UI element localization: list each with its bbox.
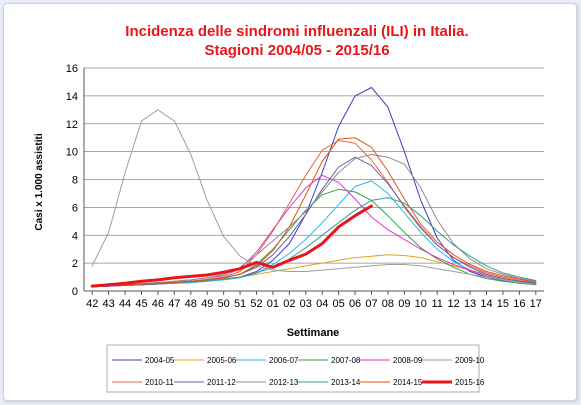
x-tick-label: 43 bbox=[103, 298, 115, 310]
y-axis-label: Casi x 1.000 assistiti bbox=[34, 133, 45, 231]
series-line-2009-10 bbox=[91, 109, 537, 285]
x-tick-label: 09 bbox=[398, 298, 410, 310]
legend-label: 2007-08 bbox=[331, 356, 361, 365]
legend: 2004-05 2005-06 2006-07 2007-08 2008-09 2009-… bbox=[106, 344, 485, 393]
x-tick-labels: 42 43 44 45 46 47 48 49 50 51 52 01 02 03 04 05 06 07 08 09… bbox=[86, 298, 542, 310]
y-tick-label: 12 bbox=[66, 119, 78, 131]
legend-label: 2015-16 bbox=[455, 378, 485, 387]
series-line-2015-16 bbox=[90, 204, 373, 288]
x-tick-label: 05 bbox=[333, 298, 345, 310]
series-lines bbox=[90, 87, 537, 288]
x-tick-label: 50 bbox=[218, 298, 230, 310]
y-tick-label: 6 bbox=[72, 202, 78, 214]
series-line-2012-13 bbox=[91, 153, 537, 287]
x-tick-label: 02 bbox=[283, 298, 295, 310]
legend-label: 2013-14 bbox=[331, 378, 361, 387]
y-tick-label: 2 bbox=[72, 258, 78, 270]
legend-label: 2008-09 bbox=[393, 356, 423, 365]
x-tick-label: 17 bbox=[530, 298, 542, 310]
x-tick-label: 08 bbox=[382, 298, 394, 310]
x-axis-label: Settimane bbox=[287, 327, 340, 339]
x-tick-label: 52 bbox=[250, 298, 262, 310]
x-tick-label: 01 bbox=[267, 298, 279, 310]
chart-title-line-2: Stagioni 2004/05 - 2015/16 bbox=[204, 42, 389, 59]
legend-label: 2012-13 bbox=[269, 378, 299, 387]
series-line-2004-05 bbox=[91, 87, 537, 288]
x-tick-label: 49 bbox=[201, 298, 213, 310]
x-tick-label: 51 bbox=[234, 298, 246, 310]
chart-title-line-1: Incidenza delle sindromi influenzali (IL… bbox=[125, 23, 468, 40]
legend-label: 2006-07 bbox=[269, 356, 299, 365]
series-line-2013-14 bbox=[91, 197, 537, 287]
series-line-2014-15 bbox=[91, 137, 537, 287]
y-tick-label: 8 bbox=[72, 175, 78, 187]
x-tick-label: 03 bbox=[300, 298, 312, 310]
x-tick-label: 06 bbox=[349, 298, 361, 310]
x-tick-label: 07 bbox=[365, 298, 377, 310]
legend-label: 2009-10 bbox=[455, 356, 485, 365]
x-tick-label: 13 bbox=[464, 298, 476, 310]
x-tick-label: 10 bbox=[415, 298, 427, 310]
x-tick-label: 12 bbox=[448, 298, 460, 310]
x-tick-label: 47 bbox=[168, 298, 180, 310]
y-tick-labels: 0 2 4 6 8 10 12 14 16 bbox=[66, 63, 78, 298]
chart-frame: Incidenza delle sindromi influenzali (IL… bbox=[3, 3, 577, 401]
x-tick-label: 11 bbox=[432, 298, 443, 310]
legend-label: 2011-12 bbox=[207, 378, 236, 387]
series-line-2011-12 bbox=[91, 156, 537, 288]
y-tick-label: 0 bbox=[72, 286, 78, 298]
axes bbox=[83, 68, 544, 295]
y-tick-label: 4 bbox=[72, 230, 78, 242]
x-tick-label: 14 bbox=[480, 298, 492, 310]
legend-label: 2014-15 bbox=[393, 378, 423, 387]
y-tick-label: 14 bbox=[66, 91, 78, 103]
x-tick-label: 15 bbox=[497, 298, 509, 310]
grid-lines bbox=[84, 67, 544, 292]
y-tick-label: 10 bbox=[66, 147, 78, 159]
x-tick-label: 44 bbox=[119, 298, 131, 310]
x-tick-label: 46 bbox=[152, 298, 164, 310]
x-tick-label: 42 bbox=[86, 298, 98, 310]
legend-box bbox=[106, 344, 480, 393]
ili-incidence-chart: Incidenza delle sindromi influenzali (IL… bbox=[34, 23, 544, 393]
legend-label: 2010-11 bbox=[145, 378, 174, 387]
series-line-2007-08 bbox=[91, 188, 537, 288]
x-tick-label: 04 bbox=[316, 298, 328, 310]
legend-label: 2004-05 bbox=[145, 356, 175, 365]
x-tick-label: 16 bbox=[513, 298, 525, 310]
x-tick-label: 45 bbox=[135, 298, 147, 310]
x-tick-label: 48 bbox=[185, 298, 197, 310]
legend-label: 2005-06 bbox=[207, 356, 237, 365]
y-tick-label: 16 bbox=[66, 63, 78, 75]
